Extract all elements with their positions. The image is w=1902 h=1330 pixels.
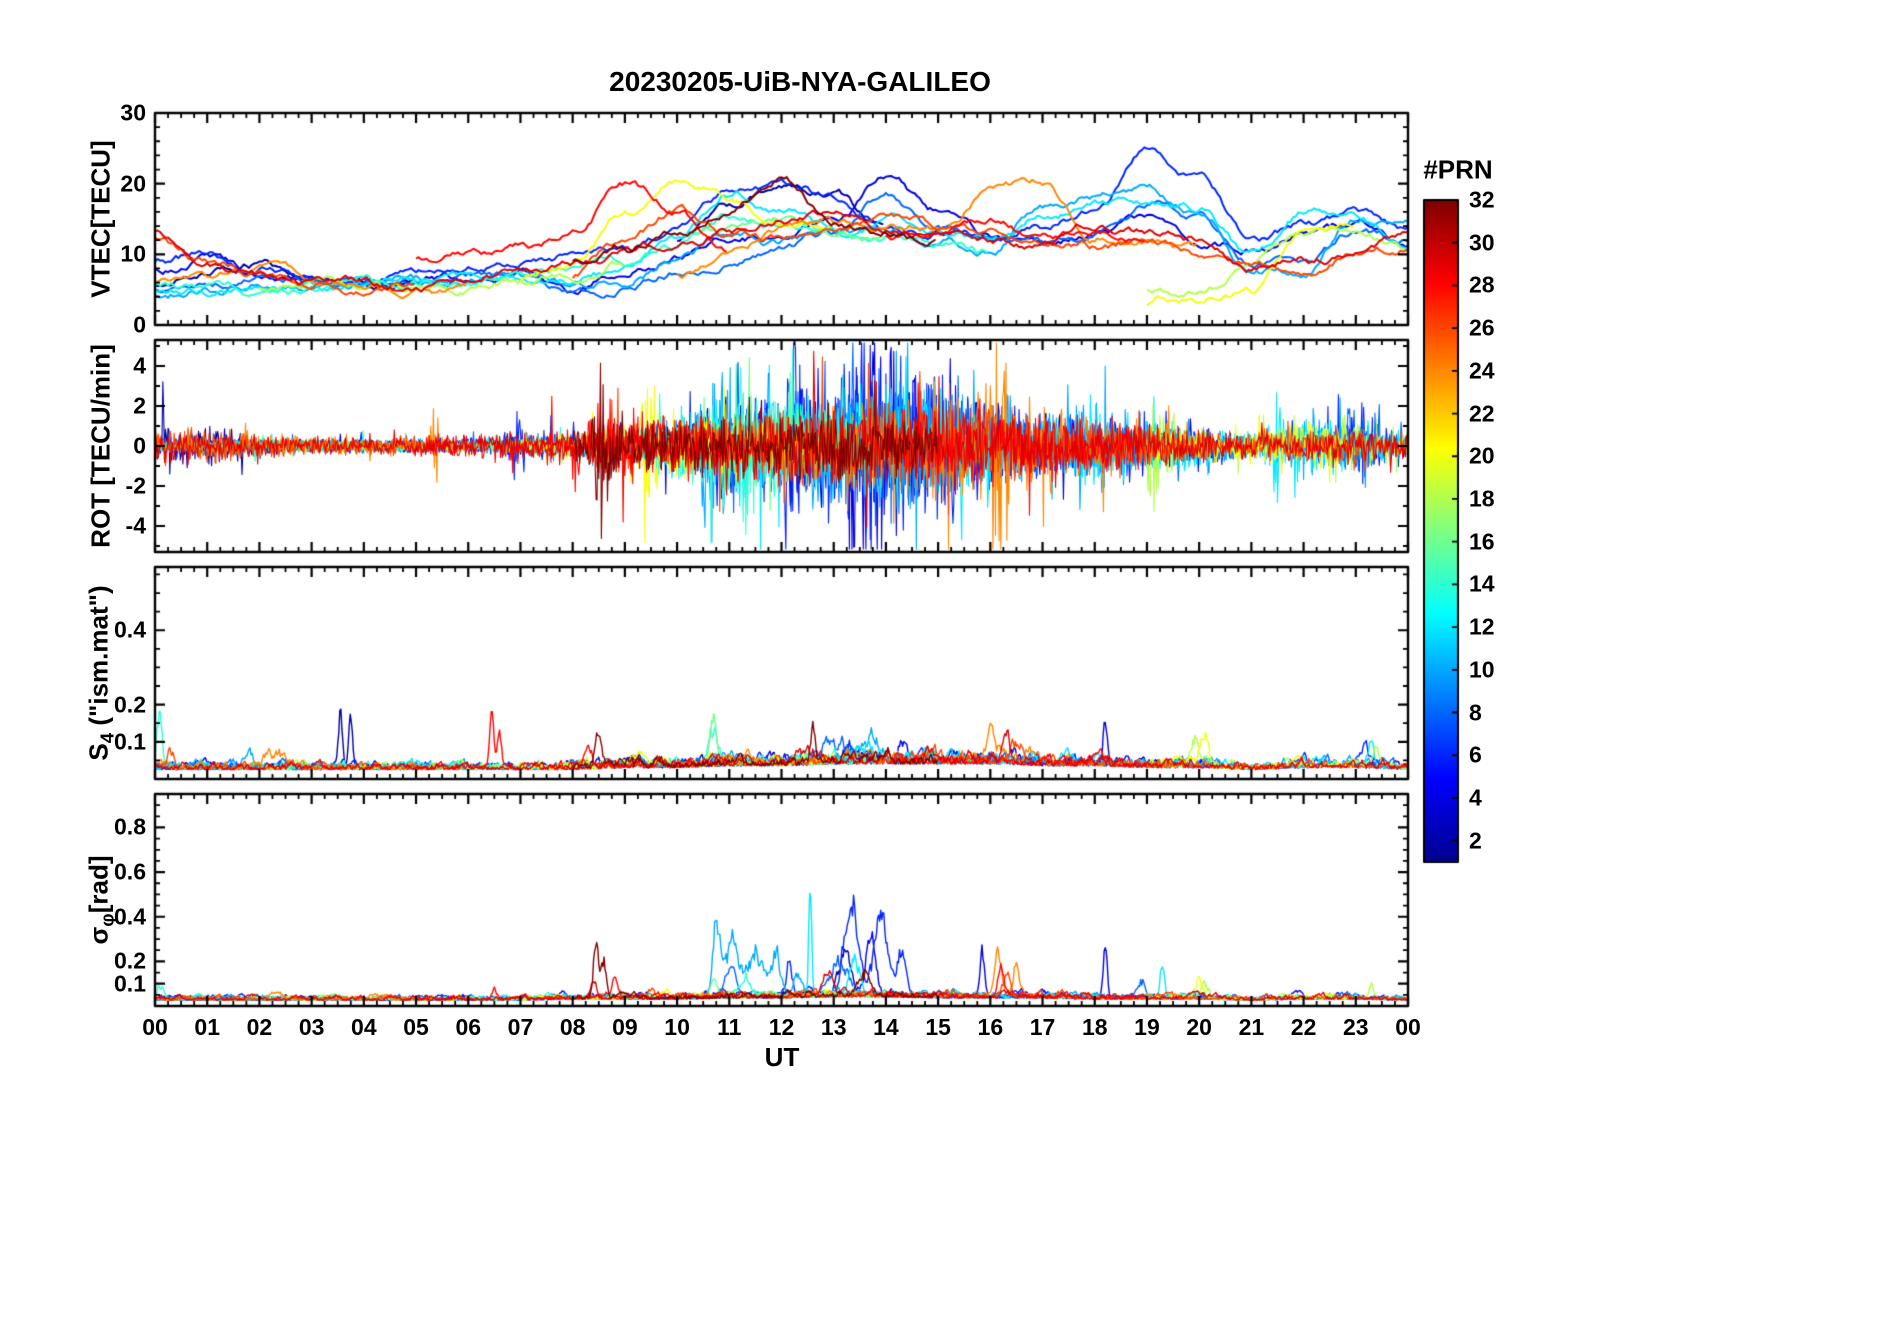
chart-title: 20230205-UiB-NYA-GALILEO <box>609 66 991 97</box>
ylabel-sigma-pre: σ <box>83 926 114 945</box>
ylabel-rot-text: ROT [TECU/min] <box>85 344 116 548</box>
ylabel-s4-sub: 4 <box>96 732 118 744</box>
ylabel-vtec-text: VTEC[TECU] <box>85 140 116 298</box>
x-axis-label: UT <box>764 1042 800 1072</box>
ylabel-sigma-sub: φ <box>96 913 118 927</box>
ylabel-s4-post: ("ism.mat") <box>83 585 114 733</box>
ylabel-rot: ROT [TECU/min] <box>86 344 117 548</box>
ylabel-vtec: VTEC[TECU] <box>86 140 117 297</box>
ylabel-s4-pre: S <box>83 743 114 761</box>
ylabel-s4: S4 ("ism.mat") <box>83 585 118 760</box>
ylabel-sigma-post: [rad] <box>83 855 114 914</box>
colorbar-title: #PRN <box>1423 154 1493 185</box>
ylabel-sigma-phi: σφ[rad] <box>83 856 118 945</box>
